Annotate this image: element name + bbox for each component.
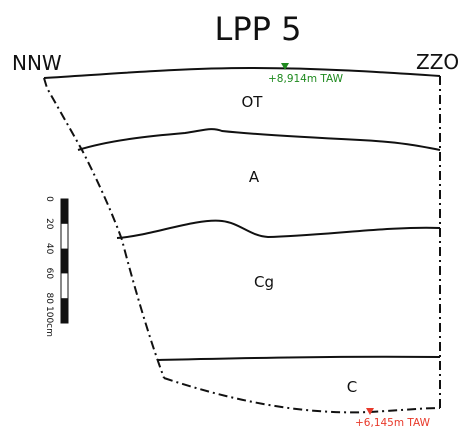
- scale-bar: 0 20 40 60 80 100cm: [44, 196, 69, 337]
- profile-base-line: [163, 377, 441, 414]
- boundary-cg-c: [157, 355, 441, 361]
- scale-tick-label: 40: [44, 243, 54, 255]
- left-profile-wall: [43, 77, 165, 379]
- surface-line: [43, 66, 441, 79]
- horizon-label-ot: OT: [242, 93, 264, 111]
- scale-tick-label: 80: [44, 292, 54, 304]
- scale-bar-segment-3: [61, 248, 68, 274]
- top-elevation-marker: [281, 63, 289, 70]
- boundary-ot-a: [77, 128, 441, 151]
- orientation-right-label: ZZO: [416, 50, 459, 74]
- scale-tick-label: 0: [44, 196, 54, 202]
- horizon-label-c: C: [347, 378, 357, 396]
- scale-tick-label: 20: [44, 218, 54, 230]
- boundary-a-cg: [116, 219, 441, 239]
- scale-tick-label: 100cm: [44, 306, 54, 337]
- orientation-left-label: NNW: [12, 51, 62, 75]
- scale-bar-segment-5: [61, 298, 68, 323]
- bottom-elevation-label: +6,145m TAW: [355, 417, 431, 428]
- horizon-label-cg: Cg: [254, 273, 274, 291]
- horizon-label-a: A: [249, 168, 260, 186]
- top-elevation-label: +8,914m TAW: [268, 73, 344, 85]
- scale-tick-label: 60: [44, 268, 54, 280]
- scale-bar-segment-1: [61, 199, 68, 224]
- bottom-elevation-marker: [366, 408, 374, 415]
- profile-title: LPP 5: [215, 10, 302, 48]
